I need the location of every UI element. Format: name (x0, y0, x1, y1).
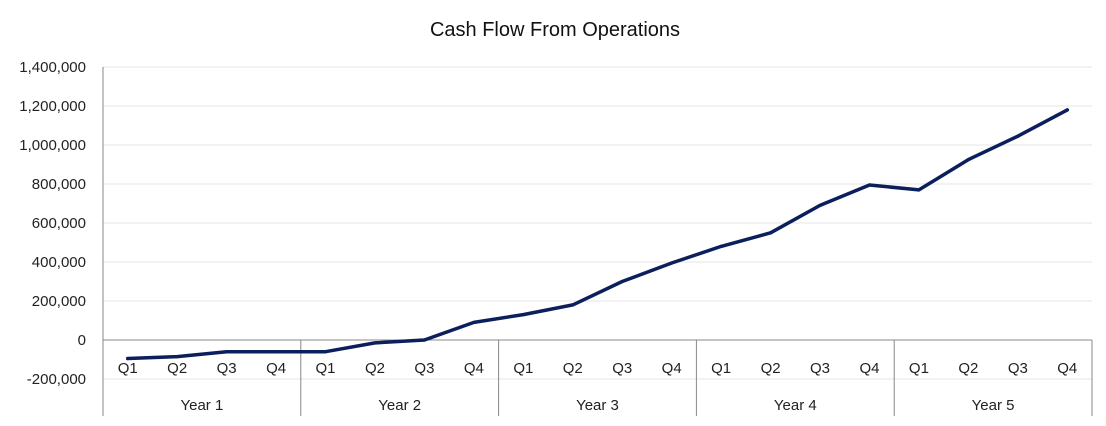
y-tick-label: 1,200,000 (19, 98, 86, 115)
x-tick-label: Q3 (414, 360, 434, 377)
series-layer (125, 108, 1070, 361)
y-tick-label: 0 (78, 332, 86, 349)
x-tick-label: Q4 (859, 360, 879, 377)
data-point (521, 313, 525, 317)
y-tick-label: 400,000 (32, 254, 86, 271)
y-tick-label: 600,000 (32, 215, 86, 232)
data-point (175, 354, 179, 359)
x-group-label: Year 4 (774, 397, 817, 414)
x-tick-label: Q3 (1008, 360, 1028, 377)
x-tick-label: Q2 (563, 360, 583, 377)
x-tick-label: Q1 (513, 360, 533, 377)
x-group-label: Year 2 (378, 397, 421, 414)
x-tick-label: Q2 (958, 360, 978, 377)
chart-title: Cash Flow From Operations (430, 19, 680, 41)
data-point (966, 158, 970, 162)
data-point (867, 183, 872, 187)
data-point (323, 350, 328, 354)
series-line (125, 108, 1070, 361)
y-tick-label: 200,000 (32, 293, 86, 310)
data-point (422, 338, 427, 342)
x-group-label: Year 3 (576, 397, 619, 414)
data-point (1065, 108, 1069, 112)
x-tick-label: Q1 (316, 360, 336, 377)
x-tick-label: Q4 (1057, 360, 1077, 377)
data-point (225, 350, 229, 354)
data-point (670, 261, 674, 265)
data-point (472, 320, 476, 325)
x-tick-label: Q4 (662, 360, 682, 377)
y-tick-label: 1,000,000 (19, 137, 86, 154)
data-point (571, 303, 575, 307)
data-point (620, 279, 624, 284)
y-axis: -200,000 0 200,000 400,000 600,000 800,000 1,0… (19, 59, 104, 416)
x-tick-label: Q1 (909, 360, 929, 377)
x-tick-label: Q1 (711, 360, 731, 377)
x-tick-label: Q3 (810, 360, 830, 377)
x-tick-label: Q2 (167, 360, 187, 377)
data-point (917, 188, 921, 192)
gridlines (103, 66, 1092, 380)
x-group-label: Year 1 (180, 397, 223, 414)
x-tick-label: Q3 (217, 360, 237, 377)
x-group-label: Year 5 (972, 397, 1015, 414)
data-point (373, 341, 377, 345)
x-tick-label: Q4 (464, 360, 484, 377)
data-point (274, 350, 278, 354)
data-point (719, 244, 723, 248)
data-point (818, 203, 822, 208)
x-tick-label: Q2 (761, 360, 781, 377)
x-tick-label: Q2 (365, 360, 385, 377)
data-point (1016, 134, 1020, 138)
data-point (768, 231, 773, 235)
y-tick-label: 800,000 (32, 176, 86, 193)
y-tick-label: 1,400,000 (19, 59, 86, 76)
x-tick-label: Q3 (612, 360, 632, 377)
x-axis: Q1 Q2 Q3 Q4 Q1 Q2 Q3 Q4 Q1 Q2 Q3 Q4 Q1 Q2 Q3 Q4 Q1 Q2 Q3 Q4… (103, 339, 1093, 416)
x-tick-label: Q1 (118, 360, 138, 377)
x-tick-label: Q4 (266, 360, 286, 377)
data-point (126, 356, 130, 361)
y-tick-label: -200,000 (27, 371, 86, 388)
